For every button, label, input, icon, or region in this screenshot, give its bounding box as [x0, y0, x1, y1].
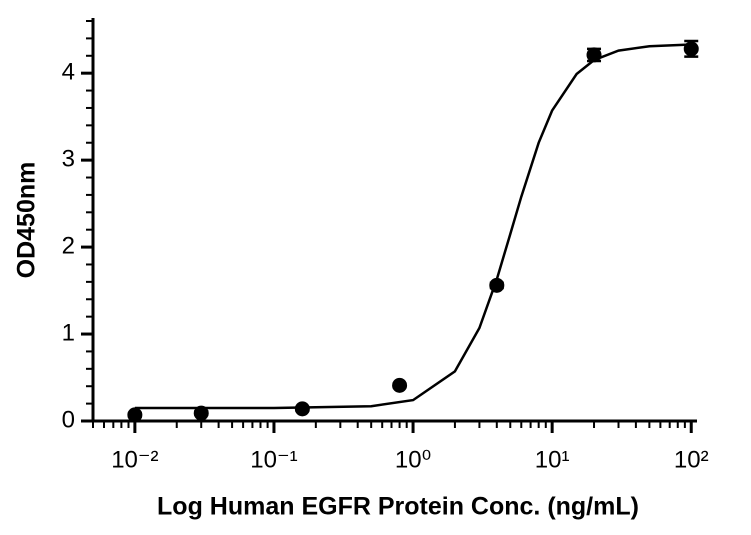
x-tick-label: 10²	[674, 446, 709, 473]
data-point	[193, 405, 209, 421]
data-point	[127, 407, 143, 423]
y-tick-label: 4	[62, 59, 75, 86]
y-tick-label: 2	[62, 232, 75, 259]
x-tick-label: 10⁻²	[111, 446, 158, 473]
data-point	[392, 377, 408, 393]
y-tick-label: 0	[62, 406, 75, 433]
x-tick-label: 10⁻¹	[250, 446, 297, 473]
fit-curve	[134, 43, 692, 410]
y-axis-label: OD450nm	[13, 162, 41, 279]
y-tick-label: 3	[62, 145, 75, 172]
y-tick-label: 1	[62, 319, 75, 346]
data-point	[489, 277, 505, 293]
x-tick-label: 10¹	[535, 446, 570, 473]
x-tick-label: 10⁰	[395, 446, 431, 473]
x-axis-label: Log Human EGFR Protein Conc. (ng/mL)	[157, 493, 639, 521]
data-point	[294, 401, 310, 417]
data-point	[586, 47, 602, 63]
data-point	[683, 41, 699, 57]
